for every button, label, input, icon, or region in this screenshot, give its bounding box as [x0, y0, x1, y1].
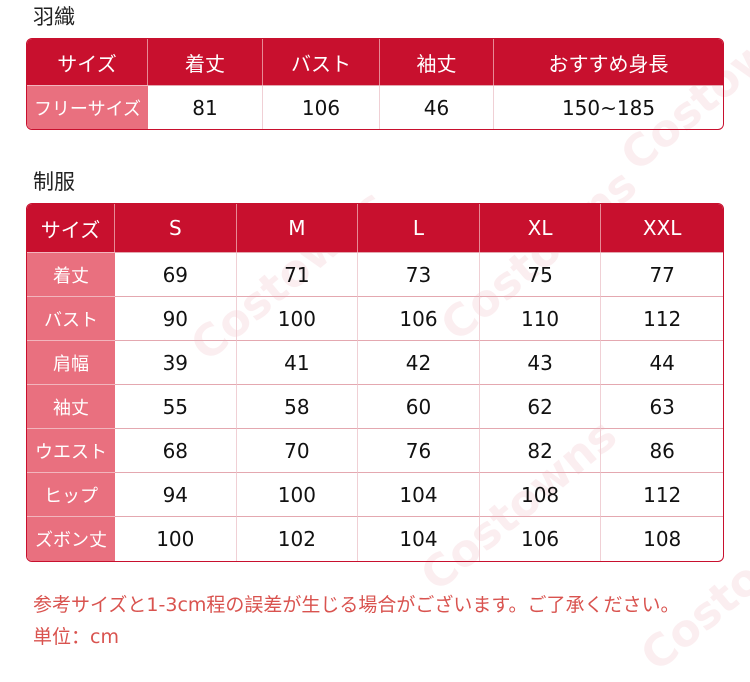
- row-label: 肩幅: [27, 340, 115, 384]
- row-label: ヒップ: [27, 472, 115, 516]
- unit-note: 単位：cm: [33, 626, 119, 648]
- table-row: バスト 90 100 106 110 112: [27, 296, 723, 340]
- size-header: S: [115, 204, 237, 252]
- table-cell: 112: [601, 296, 723, 340]
- table-cell: 112: [601, 472, 723, 516]
- table-row: ウエスト 68 70 76 82 86: [27, 428, 723, 472]
- table-cell: 44: [601, 340, 723, 384]
- table-cell: 106: [479, 516, 602, 561]
- table-cell: 42: [358, 340, 480, 384]
- table-cell: 60: [358, 384, 480, 428]
- table-cell: 77: [601, 252, 723, 296]
- table-cell: 55: [115, 384, 237, 428]
- table-cell: 106: [263, 85, 380, 129]
- row-label: ズボン丈: [27, 516, 115, 561]
- row-label: 袖丈: [27, 384, 115, 428]
- table-cell: 104: [358, 472, 480, 516]
- table-cell: 81: [148, 85, 263, 129]
- size-header: M: [236, 204, 359, 252]
- uniform-title: 制服: [33, 170, 75, 194]
- row-label: フリーサイズ: [27, 85, 148, 129]
- table-cell: 70: [236, 428, 359, 472]
- table-cell: 43: [479, 340, 602, 384]
- table-cell: 108: [601, 516, 723, 561]
- table-cell: 100: [236, 472, 359, 516]
- table-cell: 68: [115, 428, 237, 472]
- table-cell: 102: [236, 516, 359, 561]
- table-cell: 73: [358, 252, 480, 296]
- disclaimer-note: 参考サイズと1-3cm程の誤差が生じる場合がございます。ご了承ください。: [33, 594, 680, 616]
- row-label: 着丈: [27, 252, 115, 296]
- table-cell: 106: [358, 296, 480, 340]
- table-cell: 46: [380, 85, 494, 129]
- row-label: バスト: [27, 296, 115, 340]
- table-row: 着丈 69 71 73 75 77: [27, 252, 723, 296]
- table-row: ズボン丈 100 102 104 106 108: [27, 516, 723, 561]
- header-cell: 着丈: [148, 39, 263, 85]
- table-cell: 100: [236, 296, 359, 340]
- table-cell: 150~185: [494, 85, 723, 129]
- haori-size-table: サイズ 着丈 バスト 袖丈 おすすめ身長 フリーサイズ 81 106 46 15…: [26, 38, 724, 130]
- table-cell: 100: [115, 516, 237, 561]
- table-cell: 71: [236, 252, 359, 296]
- table-cell: 82: [479, 428, 602, 472]
- table-cell: 90: [115, 296, 237, 340]
- table-cell: 94: [115, 472, 237, 516]
- row-label: ウエスト: [27, 428, 115, 472]
- table-cell: 108: [479, 472, 602, 516]
- table-cell: 110: [479, 296, 602, 340]
- table-row: 袖丈 55 58 60 62 63: [27, 384, 723, 428]
- uniform-size-table: サイズ S M L XL XXL 着丈 69 71 73 75 77 バスト 9…: [26, 203, 724, 562]
- header-cell: サイズ: [27, 39, 148, 85]
- table-cell: 86: [601, 428, 723, 472]
- table-cell: 58: [236, 384, 359, 428]
- size-header: XXL: [601, 204, 723, 252]
- table-cell: 62: [479, 384, 602, 428]
- table-cell: 63: [601, 384, 723, 428]
- table-cell: 69: [115, 252, 237, 296]
- table-row: 肩幅 39 41 42 43 44: [27, 340, 723, 384]
- table-cell: 76: [358, 428, 480, 472]
- header-cell: 袖丈: [380, 39, 494, 85]
- table-cell: 39: [115, 340, 237, 384]
- header-cell: おすすめ身長: [494, 39, 723, 85]
- table-row: ヒップ 94 100 104 108 112: [27, 472, 723, 516]
- table-cell: 41: [236, 340, 359, 384]
- size-header: XL: [479, 204, 602, 252]
- table-cell: 104: [358, 516, 480, 561]
- haori-title: 羽織: [33, 5, 75, 29]
- corner-header: サイズ: [27, 204, 115, 252]
- table-cell: 75: [479, 252, 602, 296]
- size-header: L: [358, 204, 480, 252]
- header-cell: バスト: [263, 39, 380, 85]
